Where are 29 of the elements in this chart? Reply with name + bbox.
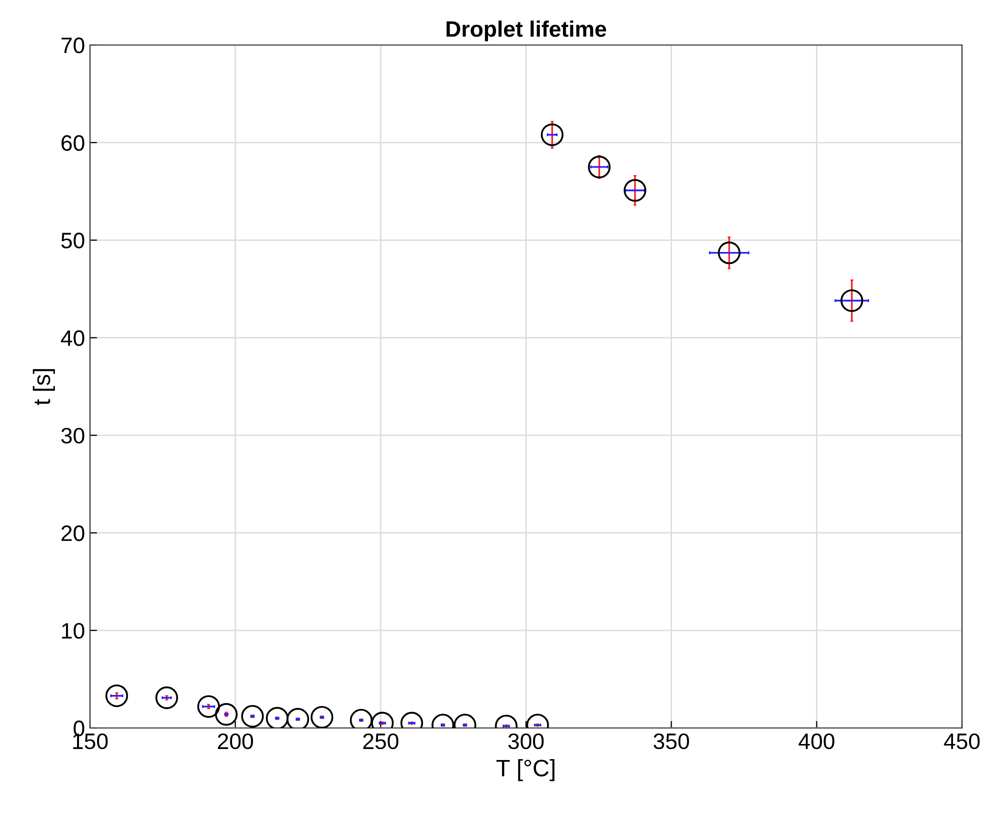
y-axis-title: t [s] (32, 369, 55, 406)
point (286, 708, 310, 728)
x-tick-label: 450 (944, 733, 980, 750)
x-tick-label: 400 (798, 733, 834, 750)
y-tick-label: 40 (60, 330, 84, 346)
x-tick-label: 300 (508, 733, 544, 750)
chart-title: Droplet lifetime (446, 20, 606, 42)
y-tick-label: 50 (61, 232, 84, 248)
point (266, 706, 289, 728)
x-tick-label: 200 (218, 733, 254, 750)
point (310, 706, 334, 728)
y-tick-label: 60 (62, 135, 84, 151)
x-tick-label: 250 (363, 733, 398, 750)
point (588, 156, 611, 178)
point (197, 695, 220, 718)
y-tick-label: 70 (62, 38, 84, 54)
point (540, 123, 564, 146)
point (215, 703, 238, 726)
x-axis-title: T [°C] (496, 759, 554, 782)
y-tick-label: 10 (62, 622, 84, 639)
point (840, 289, 864, 312)
y-tick-label: 20 (62, 525, 84, 542)
point (718, 242, 740, 264)
point (624, 179, 646, 202)
y-tick-label: 30 (61, 428, 84, 444)
point (105, 684, 128, 708)
point (155, 686, 178, 710)
point (241, 704, 264, 728)
x-tick-label: 350 (654, 733, 690, 750)
